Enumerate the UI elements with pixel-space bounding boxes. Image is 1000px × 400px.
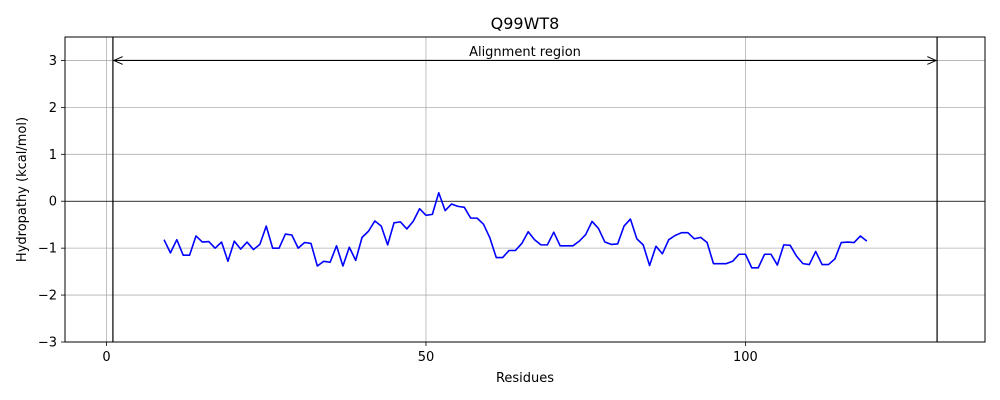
y-tick-label: −3 [38, 336, 57, 351]
x-tick-label: 0 [102, 350, 110, 365]
hydropathy-series-line [164, 193, 867, 268]
y-tick-label: 2 [49, 101, 57, 116]
y-axis-label: Hydropathy (kcal/mol) [15, 117, 30, 262]
x-tick-label: 100 [733, 350, 758, 365]
y-axis-ticks: −3 −2 −1 0 1 2 3 [38, 54, 65, 351]
alignment-region-label: Alignment region [469, 45, 581, 60]
x-axis-label: Residues [496, 371, 554, 386]
axes-frame [65, 37, 985, 342]
y-tick-label: −2 [38, 289, 57, 304]
y-tick-label: −1 [38, 242, 57, 257]
y-tick-label: 3 [49, 54, 57, 69]
chart-title: Q99WT8 [491, 14, 560, 33]
grid-lines [65, 37, 985, 342]
x-tick-label: 50 [418, 350, 435, 365]
y-tick-label: 0 [49, 195, 57, 210]
x-axis-ticks: 0 50 100 [102, 342, 757, 365]
data-points [164, 0, 873, 268]
y-tick-label: 1 [49, 148, 57, 163]
